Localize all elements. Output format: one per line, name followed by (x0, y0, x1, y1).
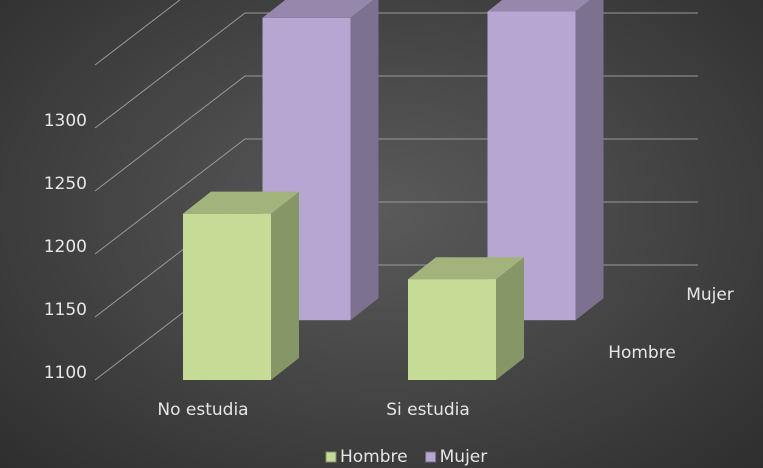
bar-hombre-1 (408, 257, 524, 380)
gridline-1350 (94, 0, 181, 66)
bar-mujer-0 (262, 0, 379, 321)
category-label: No estudia (157, 400, 248, 420)
y-tick-label: 1300 (44, 111, 87, 131)
y-tick-label: 1250 (44, 174, 87, 194)
y-tick-label: 1150 (44, 300, 87, 320)
bar-side-face (271, 191, 299, 380)
gridline-1250 (94, 75, 698, 192)
bar-mujer-1 (487, 0, 604, 321)
depth-axis-label: Hombre (608, 343, 676, 363)
gridline-1300 (94, 12, 698, 129)
bar-side-face (496, 257, 524, 380)
bar-top-face (262, 0, 374, 18)
category-label: Si estudia (386, 400, 470, 420)
legend-label: Hombre (340, 447, 408, 467)
y-axis-ticks: 1100 1150 1200 1250 1300 (44, 111, 87, 383)
bar-top-face (487, 0, 591, 12)
bar-front-face (408, 279, 496, 380)
legend-label: Mujer (440, 447, 488, 467)
legend-swatch (325, 451, 337, 463)
bars (183, 0, 604, 380)
y-tick-label: 1100 (44, 363, 87, 383)
bar-front-face (183, 213, 271, 380)
legend-swatch (425, 451, 437, 463)
depth-axis-labels: Mujer Hombre (608, 285, 734, 363)
bar-hombre-0 (183, 191, 299, 380)
legend: Hombre Mujer (325, 447, 488, 467)
bar-top-face (183, 191, 299, 214)
category-labels: No estudia Si estudia (157, 400, 469, 420)
legend-item-hombre: Hombre (325, 447, 408, 467)
y-tick-label: 1200 (44, 237, 87, 257)
legend-item-mujer: Mujer (425, 447, 488, 467)
bar-side-face (350, 0, 379, 321)
bar-top-face (408, 257, 524, 280)
bar-side-face (575, 0, 604, 321)
depth-axis-label: Mujer (686, 285, 734, 305)
